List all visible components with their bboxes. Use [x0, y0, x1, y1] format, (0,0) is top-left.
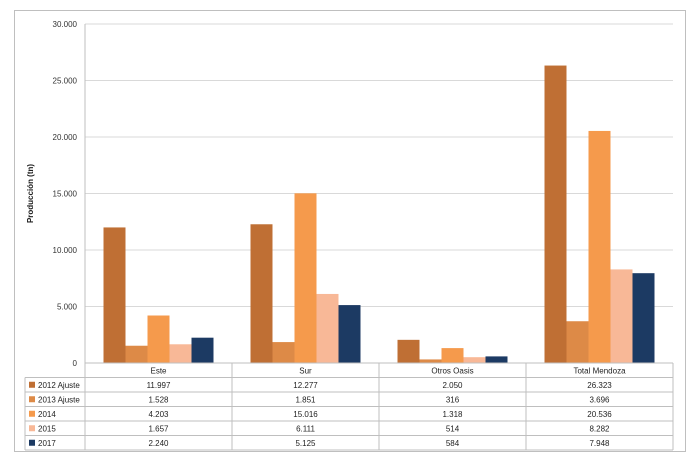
y-axis-label: Producción (tn): [26, 164, 35, 223]
bar-3-0: [544, 65, 567, 363]
bar-1-4: [338, 305, 361, 363]
data-cell: 15.016: [293, 410, 318, 419]
category-label: Total Mendoza: [573, 366, 626, 375]
bar-1-0: [250, 224, 273, 363]
legend-swatch: [29, 425, 35, 432]
bar-0-2: [147, 315, 170, 363]
data-cell: 514: [446, 424, 460, 433]
category-label: Este: [150, 366, 167, 375]
bar-1-2: [294, 193, 317, 363]
bar-3-2: [588, 130, 611, 363]
bar-1-3: [316, 293, 339, 363]
bar-2-4: [485, 356, 508, 363]
y-tick-label: 10.000: [53, 246, 78, 255]
bar-0-0: [103, 227, 126, 363]
legend-label: 2015: [38, 424, 56, 433]
bar-2-1: [419, 359, 442, 363]
bar-3-3: [610, 269, 633, 363]
data-cell: 1.528: [148, 395, 169, 404]
data-cell: 2.050: [442, 381, 463, 390]
legend-swatch: [29, 396, 35, 403]
data-cell: 584: [446, 439, 460, 448]
bar-0-1: [125, 345, 148, 363]
data-cell: 1.318: [442, 410, 463, 419]
bar-0-3: [169, 344, 192, 363]
legend-swatch: [29, 381, 35, 388]
y-tick-label: 5.000: [57, 303, 78, 312]
bar-0-4: [191, 337, 214, 363]
bar-1-1: [272, 342, 295, 363]
y-tick-label: 15.000: [53, 190, 78, 199]
grid-lines: [84, 23, 673, 364]
category-label: Sur: [299, 366, 312, 375]
bar-3-4: [632, 273, 655, 363]
data-cell: 11.997: [147, 381, 171, 390]
data-cell: 12.277: [293, 381, 318, 390]
legend-label: 2017: [38, 439, 56, 448]
y-tick-label: 30.000: [53, 20, 78, 29]
data-cell: 316: [446, 395, 460, 404]
legend-label: 2013 Ajuste: [38, 395, 80, 404]
y-tick-label: 20.000: [53, 133, 78, 142]
bars: [103, 65, 655, 363]
data-cell: 7.948: [589, 439, 610, 448]
data-cell: 20.536: [587, 410, 612, 419]
data-cell: 8.282: [589, 424, 610, 433]
bar-3-1: [566, 321, 589, 363]
legend-swatch: [29, 410, 35, 417]
data-cell: 6.111: [296, 424, 315, 433]
bar-chart: 0 5.000 10.000 15.000 20.000 25.000 30.000 Pro…: [24, 20, 674, 451]
data-cell: 3.696: [589, 395, 610, 404]
data-cell: 1.657: [148, 424, 169, 433]
legend-swatch: [29, 439, 35, 446]
data-cell: 4.203: [148, 410, 169, 419]
data-cell: 1.851: [295, 395, 316, 404]
y-tick-label: 0: [73, 359, 78, 368]
chart-frame: 0 5.000 10.000 15.000 20.000 25.000 30.000 Pro…: [14, 10, 686, 452]
bar-2-3: [463, 357, 486, 363]
legend-label: 2014: [38, 410, 56, 419]
bar-2-2: [441, 348, 464, 363]
data-cell: 2.240: [148, 439, 169, 448]
y-tick-label: 25.000: [53, 77, 78, 86]
category-label: Otros Oasis: [431, 366, 473, 375]
legend-label: 2012 Ajuste: [38, 381, 80, 390]
data-cell: 5.125: [295, 439, 316, 448]
data-table: Este Sur Otros Oasis Total Mendoza 2012 Ajus…: [24, 362, 674, 451]
y-axis-ticks: 0 5.000 10.000 15.000 20.000 25.000 30.000: [53, 20, 78, 368]
data-cell: 26.323: [587, 381, 612, 390]
bar-2-0: [397, 339, 420, 363]
